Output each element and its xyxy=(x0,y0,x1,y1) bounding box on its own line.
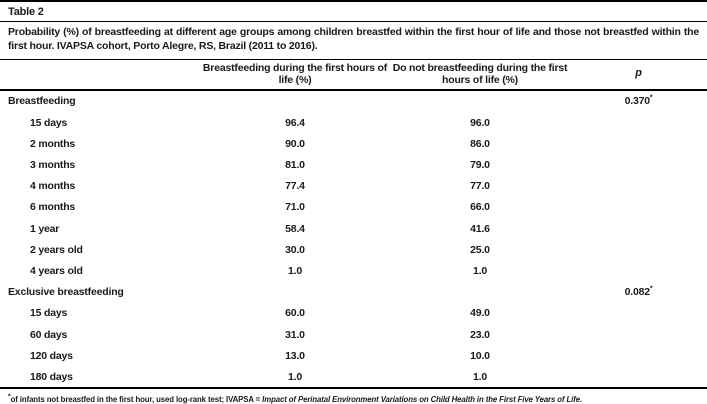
row-label: 4 years old xyxy=(30,264,83,277)
section-title: Breastfeeding xyxy=(8,95,76,108)
value-breastfed: 71.0 xyxy=(285,201,305,214)
footnote-study-name: Impact of Perinatal Environment Variatio… xyxy=(262,395,583,404)
footnote-marker: * xyxy=(649,94,653,102)
footnote-marker: * xyxy=(8,393,11,401)
section-row-breastfeeding: Breastfeeding 0.370* xyxy=(0,91,707,112)
value-not-breastfed: 49.0 xyxy=(470,307,490,320)
value-breastfed: 60.0 xyxy=(285,307,305,320)
value-not-breastfed: 86.0 xyxy=(470,137,490,150)
table-row: 2 years old 30.0 25.0 xyxy=(0,239,707,260)
table-row: 3 months 81.0 79.0 xyxy=(0,154,707,175)
header-breastfed-column: Breastfeeding during the first hours of … xyxy=(202,61,388,86)
row-label: 2 years old xyxy=(30,243,83,256)
row-label: 180 days xyxy=(30,370,73,383)
table-row: 120 days 13.0 10.0 xyxy=(0,345,707,366)
value-not-breastfed: 77.0 xyxy=(470,180,490,193)
table-row: 60 days 31.0 23.0 xyxy=(0,324,707,345)
value-not-breastfed: 41.6 xyxy=(470,222,490,235)
value-not-breastfed: 10.0 xyxy=(470,349,490,362)
table-caption: Probability (%) of breastfeeding at diff… xyxy=(0,22,707,60)
section-title: Exclusive breastfeeding xyxy=(8,286,124,299)
value-not-breastfed: 66.0 xyxy=(470,201,490,214)
row-label: 15 days xyxy=(30,307,68,320)
row-label: 3 months xyxy=(30,159,76,171)
value-breastfed: 1.0 xyxy=(288,370,302,383)
table-row: 180 days 1.0 1.0 xyxy=(0,366,707,387)
table-row: 15 days 96.4 96.0 xyxy=(0,112,707,133)
footnote-text: of infants not breastfed in the first ho… xyxy=(10,395,263,404)
table-row: 1 year 58.4 41.6 xyxy=(0,218,707,239)
table-footnote: *of infants not breastfed in the first h… xyxy=(0,389,707,404)
value-not-breastfed: 1.0 xyxy=(473,370,487,383)
row-label: 15 days xyxy=(30,116,68,129)
value-breastfed: 90.0 xyxy=(285,137,305,150)
value-breastfed: 81.0 xyxy=(285,159,305,171)
table-row: 4 years old 1.0 1.0 xyxy=(0,260,707,281)
row-label: 2 months xyxy=(30,137,76,150)
p-value: 0.370* xyxy=(624,94,653,108)
header-not-breastfed-column: Do not breastfeeding during the first ho… xyxy=(392,61,568,86)
value-breastfed: 13.0 xyxy=(285,349,305,362)
table-row: 6 months 71.0 66.0 xyxy=(0,197,707,218)
section-row-exclusive-breastfeeding: Exclusive breastfeeding 0.082* xyxy=(0,282,707,303)
value-not-breastfed: 23.0 xyxy=(470,328,490,341)
value-not-breastfed: 1.0 xyxy=(473,264,487,277)
footnote-marker: * xyxy=(649,285,653,293)
value-breastfed: 96.4 xyxy=(285,116,305,129)
value-not-breastfed: 25.0 xyxy=(470,243,490,256)
table-header-row: Breastfeeding during the first hours of … xyxy=(0,60,707,91)
value-breastfed: 31.0 xyxy=(285,328,305,341)
header-p-column: p xyxy=(635,67,642,80)
table-body: Breastfeeding 0.370* 15 days 96.4 96.0 2… xyxy=(0,91,707,390)
value-breastfed: 1.0 xyxy=(288,264,302,277)
value-breastfed: 58.4 xyxy=(285,222,305,235)
table-number-label: Table 2 xyxy=(0,2,707,22)
table-row: 15 days 60.0 49.0 xyxy=(0,303,707,324)
row-label: 60 days xyxy=(30,328,68,341)
row-label: 6 months xyxy=(30,201,76,214)
value-breastfed: 77.4 xyxy=(285,180,305,193)
table-row: 2 months 90.0 86.0 xyxy=(0,133,707,154)
row-label: 120 days xyxy=(30,349,73,362)
row-label: 1 year xyxy=(30,222,60,235)
value-not-breastfed: 96.0 xyxy=(470,116,490,129)
value-not-breastfed: 79.0 xyxy=(470,159,490,171)
value-breastfed: 30.0 xyxy=(285,243,305,256)
row-label: 4 months xyxy=(30,180,76,193)
table-row: 4 months 77.4 77.0 xyxy=(0,176,707,197)
p-value: 0.082* xyxy=(624,285,653,299)
